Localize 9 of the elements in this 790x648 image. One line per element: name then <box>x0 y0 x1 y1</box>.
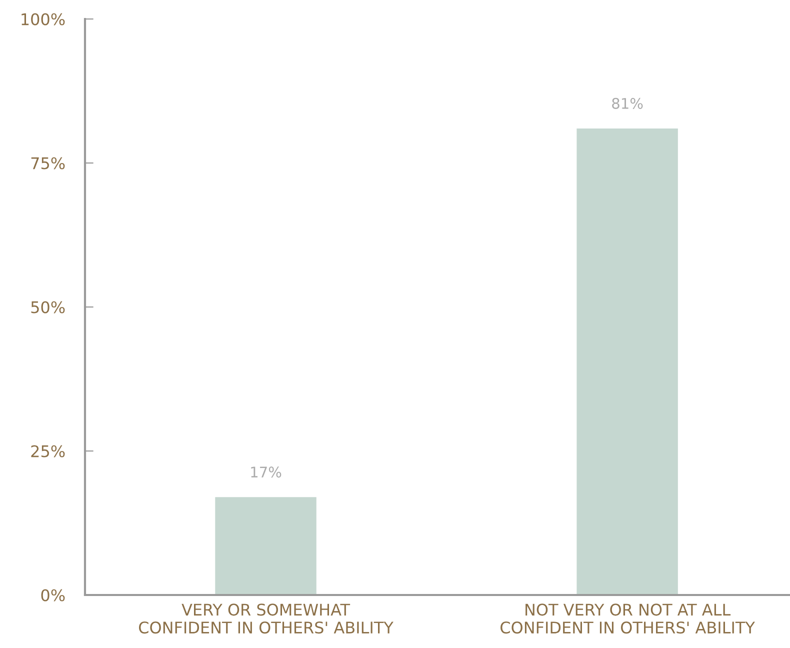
y-tick-label: 100% <box>22 13 65 26</box>
y-tick-label: 25% <box>31 445 65 458</box>
x-tick-label: NOT VERY OR NOT AT ALL CONFIDENT IN OTHERS' ABILITY <box>500 604 755 634</box>
x-tick-label: VERY OR SOMEWHAT CONFIDENT IN OTHERS' ABILITY <box>138 604 394 634</box>
data-label: 81% <box>612 98 643 109</box>
data-label: 17% <box>251 466 282 478</box>
y-tick-label: 0% <box>41 589 65 602</box>
y-tick-label: 50% <box>31 301 65 314</box>
y-tick-label: 75% <box>31 157 65 170</box>
